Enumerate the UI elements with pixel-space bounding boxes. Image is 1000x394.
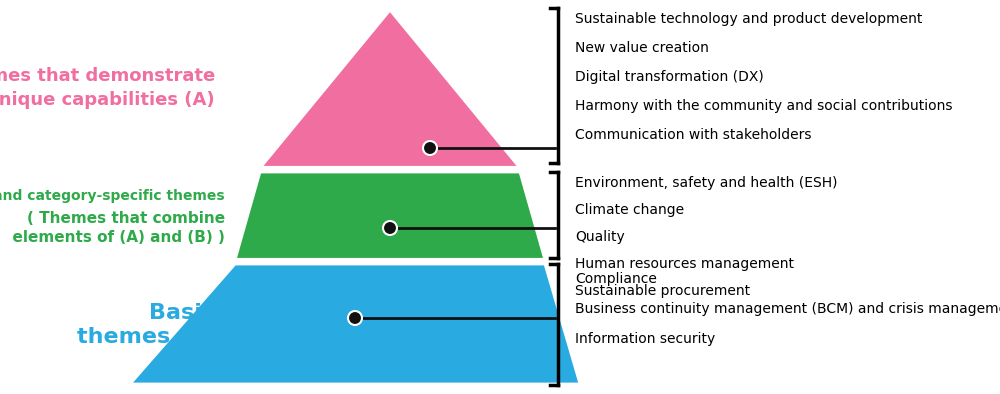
Text: Themes that demonstrate
unique capabilities (A): Themes that demonstrate unique capabilit… — [0, 67, 215, 109]
Text: Information security: Information security — [575, 332, 715, 346]
Text: Human resources management: Human resources management — [575, 257, 794, 271]
Text: Environment, safety and health (ESH): Environment, safety and health (ESH) — [575, 176, 838, 190]
Circle shape — [423, 141, 437, 155]
Circle shape — [348, 311, 362, 325]
Text: Core and category-specific themes: Core and category-specific themes — [0, 189, 225, 203]
Text: Climate change: Climate change — [575, 203, 684, 217]
Text: ( Themes that combine
  elements of (A) and (B) ): ( Themes that combine elements of (A) an… — [2, 211, 225, 245]
Text: Quality: Quality — [575, 230, 625, 244]
Polygon shape — [260, 10, 520, 168]
Text: Compliance: Compliance — [575, 272, 657, 286]
Text: Sustainable procurement: Sustainable procurement — [575, 284, 750, 298]
Text: Digital transformation (DX): Digital transformation (DX) — [575, 70, 764, 84]
Text: Business continuity management (BCM) and crisis management: Business continuity management (BCM) and… — [575, 302, 1000, 316]
Polygon shape — [130, 264, 580, 384]
Text: Sustainable technology and product development: Sustainable technology and product devel… — [575, 12, 922, 26]
Text: New value creation: New value creation — [575, 41, 709, 55]
Text: Basic
themes (B): Basic themes (B) — [77, 303, 215, 348]
Text: Harmony with the community and social contributions: Harmony with the community and social co… — [575, 99, 952, 113]
Text: Communication with stakeholders: Communication with stakeholders — [575, 128, 812, 142]
Polygon shape — [235, 172, 545, 260]
Circle shape — [383, 221, 397, 235]
